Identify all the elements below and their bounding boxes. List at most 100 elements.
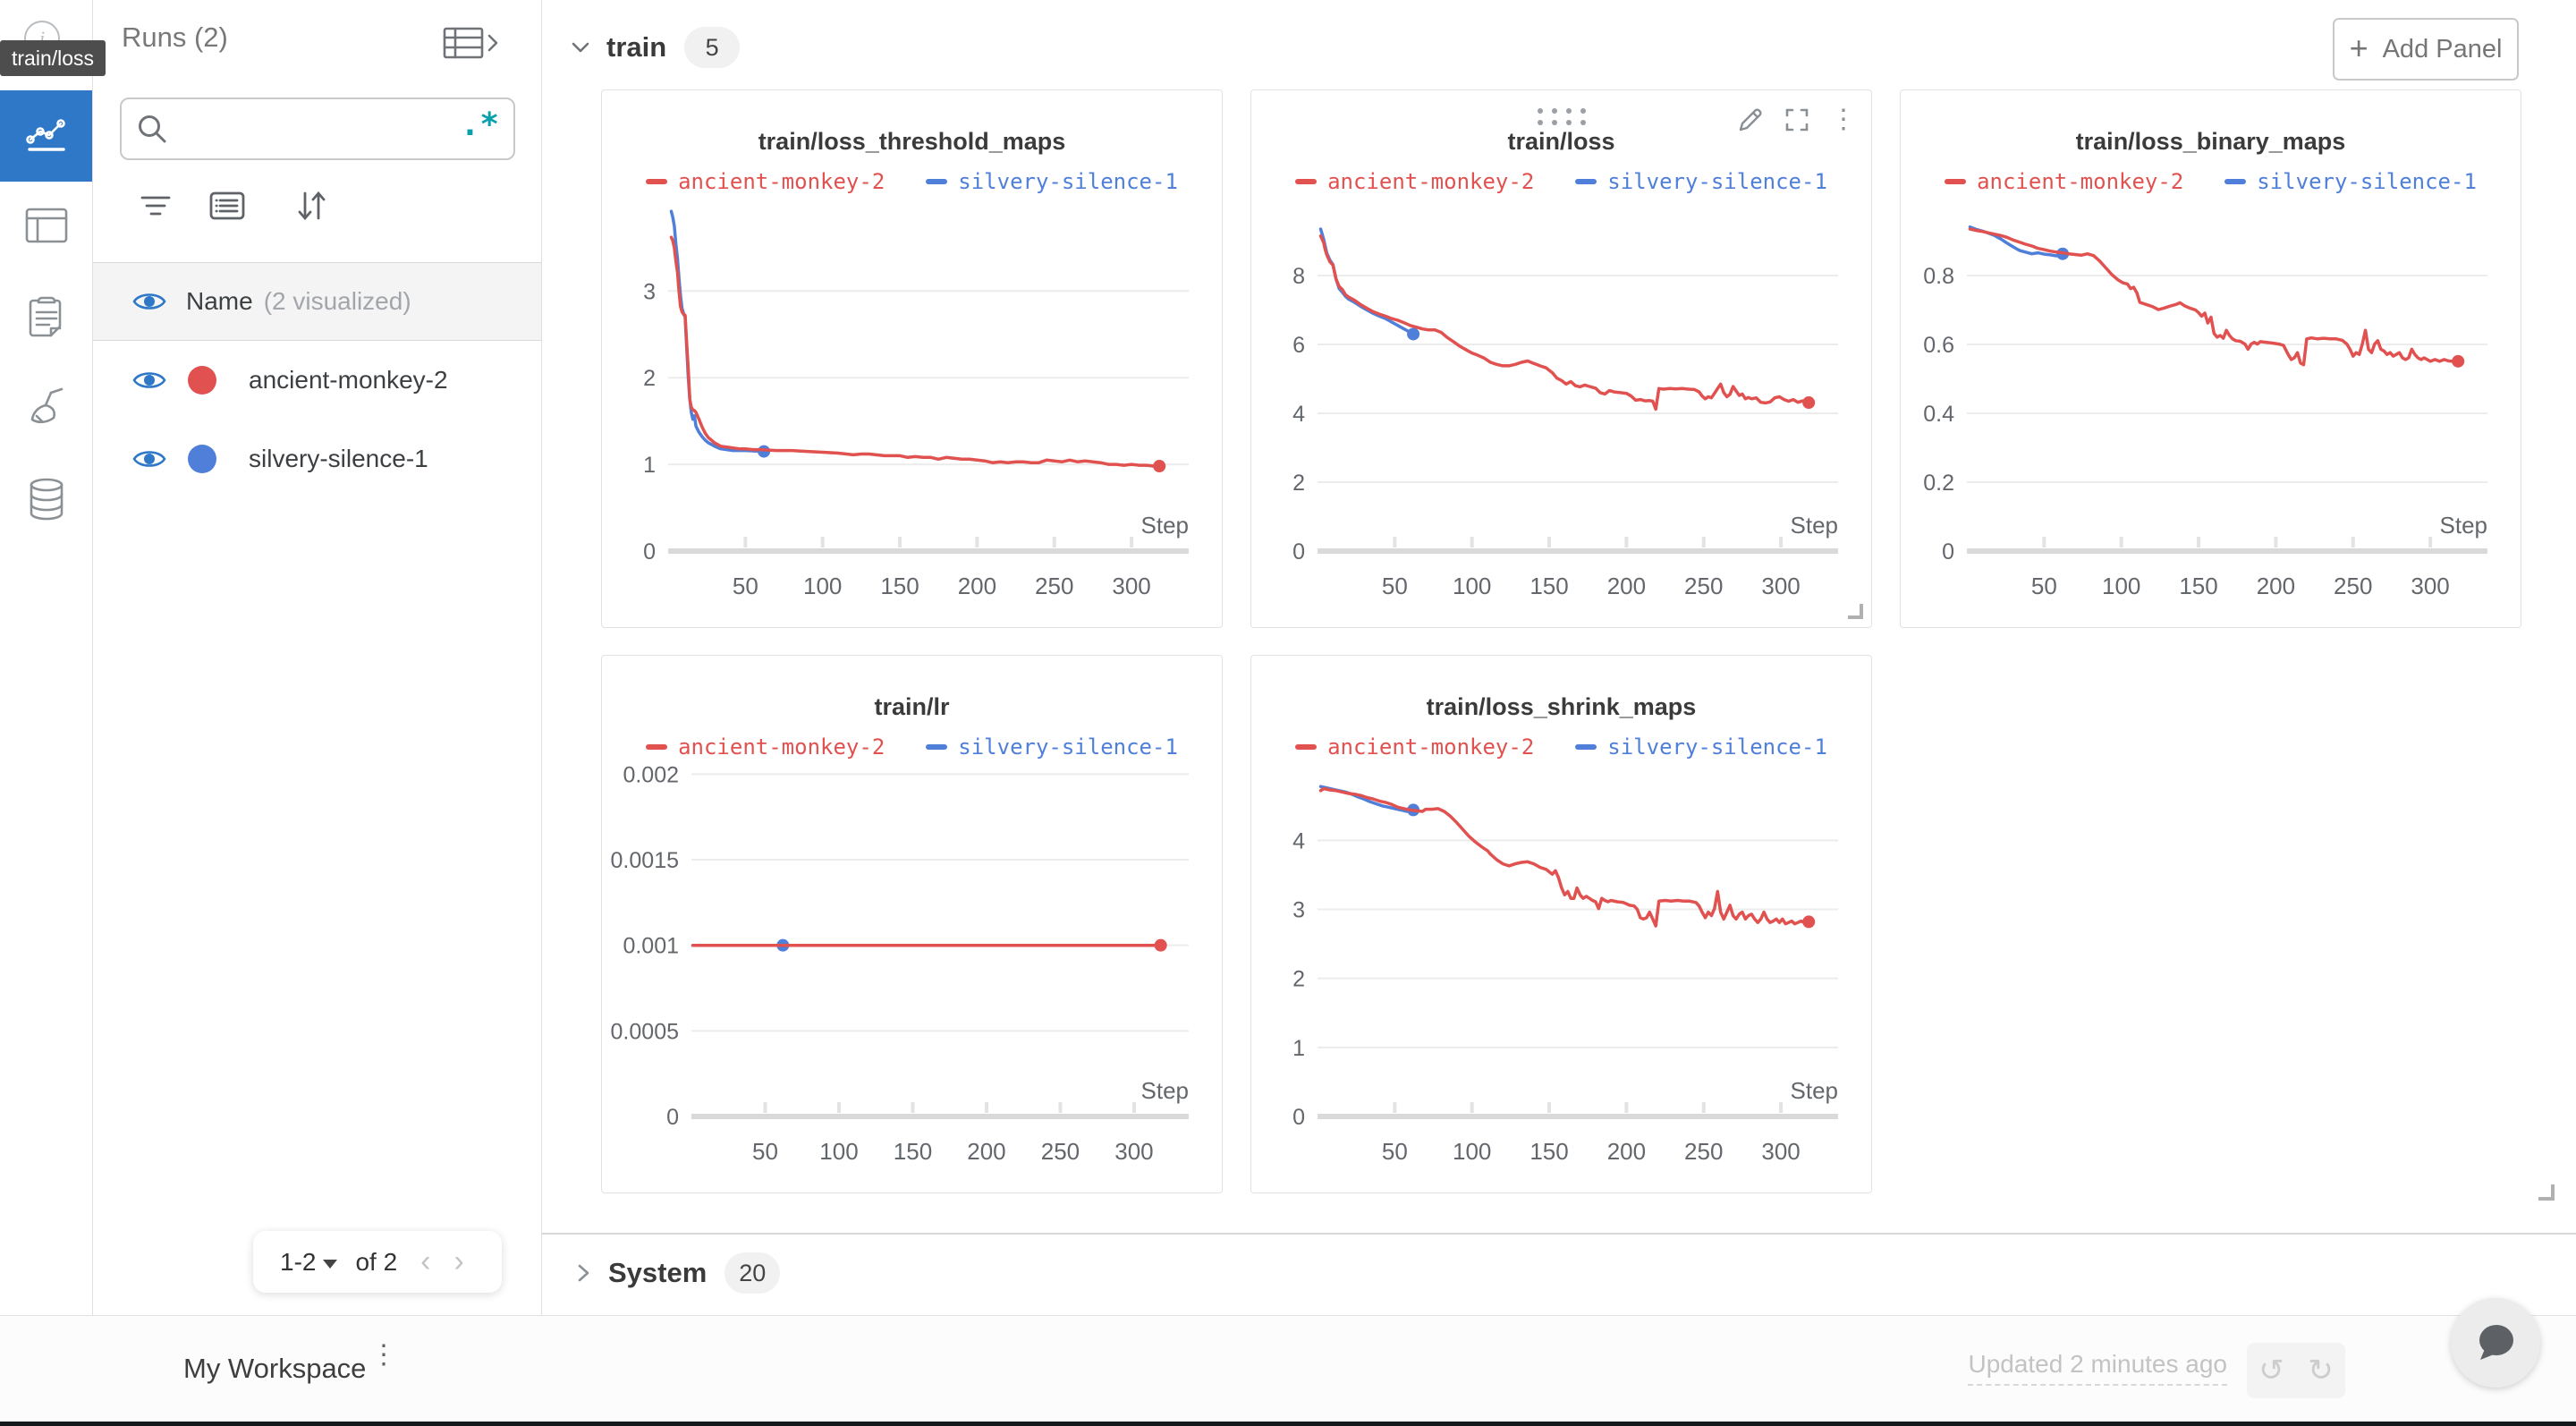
legend-item[interactable]: silvery-silence-1 (1575, 169, 1827, 194)
runs-pagination: 1-2 of 2 ‹ › (253, 1231, 502, 1293)
legend-item[interactable]: silvery-silence-1 (926, 169, 1178, 194)
metric-tooltip: train/loss (0, 40, 106, 76)
legend-item[interactable]: ancient-monkey-2 (646, 169, 885, 194)
sort-runs-button[interactable] (288, 182, 335, 229)
eye-icon[interactable] (132, 447, 166, 471)
chart-title: train/lr (874, 693, 950, 720)
sidebar-item-artifacts[interactable] (0, 455, 92, 547)
run-color-dot (188, 445, 216, 473)
svg-text:0.002: 0.002 (623, 762, 679, 787)
edit-panel-pencil-icon[interactable] (1737, 106, 1764, 133)
chart-panel[interactable]: 0 0.0005 0.001 0.0015 0.002 50 100 150 200 250 300… (601, 655, 1223, 1193)
legend-item[interactable]: silvery-silence-1 (2224, 169, 2477, 194)
legend-item[interactable]: ancient-monkey-2 (1295, 169, 1534, 194)
chart-plot[interactable]: 0 0.2 0.4 0.6 0.8 50 100 150 200 250 300 Step (1901, 90, 2521, 627)
help-chat-button[interactable] (2451, 1298, 2540, 1388)
panel-drag-handle-icon[interactable] (1537, 108, 1586, 125)
pagination-range[interactable]: 1-2 (280, 1247, 317, 1276)
legend-run-name: silvery-silence-1 (1607, 169, 1827, 194)
legend-item[interactable]: ancient-monkey-2 (646, 734, 885, 760)
run-row[interactable]: silvery-silence-1 (93, 420, 541, 498)
group-runs-button[interactable] (204, 182, 250, 229)
last-updated-label[interactable]: Updated 2 minutes ago (1968, 1350, 2227, 1386)
chart-legend: ancient-monkey-2 silvery-silence-1 (1901, 169, 2521, 194)
chart-panel[interactable]: 0 1 2 3 50 100 150 200 250 300 Step train/loss_thre… (601, 89, 1223, 628)
chart-plot[interactable]: 0 0.0005 0.001 0.0015 0.002 50 100 150 200 250 300… (602, 656, 1222, 1193)
svg-text:100: 100 (2102, 573, 2140, 599)
svg-text:Step: Step (1141, 1077, 1190, 1104)
regex-toggle-icon[interactable]: .* (460, 106, 499, 143)
legend-item[interactable]: silvery-silence-1 (926, 734, 1178, 760)
pagination-next-button[interactable]: › (453, 1244, 464, 1278)
legend-run-name: silvery-silence-1 (958, 734, 1178, 760)
legend-dash-icon (2224, 179, 2247, 184)
svg-text:0: 0 (643, 539, 656, 564)
legend-item[interactable]: ancient-monkey-2 (1295, 734, 1534, 760)
chevron-down-icon (572, 42, 589, 53)
run-search-input[interactable] (177, 103, 449, 153)
svg-text:100: 100 (1453, 1138, 1491, 1165)
svg-text:300: 300 (1761, 1138, 1800, 1165)
chart-plot[interactable]: 0 1 2 3 50 100 150 200 250 300 Step (602, 90, 1222, 627)
panel-menu-kebab-icon[interactable]: ⋮ (1830, 105, 1857, 134)
svg-text:250: 250 (2334, 573, 2372, 599)
run-name[interactable]: silvery-silence-1 (249, 445, 428, 472)
chart-legend: ancient-monkey-2 silvery-silence-1 (1251, 169, 1871, 194)
pagination-prev-button[interactable]: ‹ (420, 1244, 431, 1278)
svg-text:4: 4 (1292, 402, 1305, 427)
sidebar-item-table[interactable] (0, 182, 92, 273)
expand-runs-table-button[interactable] (439, 23, 502, 63)
legend-item[interactable]: silvery-silence-1 (1575, 734, 1827, 760)
legend-item[interactable]: ancient-monkey-2 (1945, 169, 2183, 194)
chart-panel[interactable]: 0 1 2 3 4 50 100 150 200 250 300 Step train/loss_shr… (1250, 655, 1872, 1193)
chart-plot[interactable]: 0 1 2 3 4 50 100 150 200 250 300 Step (1251, 656, 1871, 1193)
legend-run-name: ancient-monkey-2 (1327, 169, 1535, 194)
chart-legend: ancient-monkey-2 silvery-silence-1 (602, 734, 1222, 760)
legend-dash-icon (926, 744, 948, 750)
plus-icon: + (2349, 29, 2368, 66)
panel-resize-handle[interactable] (1848, 604, 1863, 619)
train-section-header[interactable]: train 5 (567, 27, 741, 68)
line-chart-icon (23, 111, 70, 162)
runs-list-header[interactable]: Name (2 visualized) (93, 262, 541, 341)
legend-run-name: ancient-monkey-2 (678, 734, 886, 760)
sidebar-item-sweeps[interactable] (0, 364, 92, 455)
svg-text:0: 0 (1292, 539, 1305, 564)
sidebar-item-workspace[interactable] (0, 90, 92, 182)
run-row[interactable]: ancient-monkey-2 (93, 341, 541, 420)
chart-panel[interactable]: 0 0.2 0.4 0.6 0.8 50 100 150 200 250 300 Step train/… (1900, 89, 2521, 628)
chart-panel[interactable]: 0 2 4 6 8 50 100 150 200 250 300 Step train/loss anci… (1250, 89, 1872, 628)
workspace-title[interactable]: My Workspace (183, 1353, 367, 1384)
runs-list: ancient-monkey-2 silvery-silence-1 (93, 341, 541, 498)
system-section-label: System (608, 1257, 708, 1288)
redo-button[interactable]: ↻ (2308, 1354, 2334, 1388)
legend-dash-icon (1945, 179, 1967, 184)
workspace-menu-kebab-icon[interactable]: ⋮ (370, 1340, 397, 1370)
svg-text:250: 250 (1041, 1138, 1080, 1165)
svg-text:Step: Step (1141, 512, 1190, 539)
undo-button[interactable]: ↺ (2258, 1354, 2284, 1388)
panel-actions: ⋮ (1737, 106, 1857, 133)
footer-bar: My Workspace ⋮ Updated 2 minutes ago ↺ ↻ (0, 1298, 2576, 1422)
clipboard-icon (26, 294, 67, 344)
filter-icon (140, 196, 171, 216)
list-settings-icon (209, 191, 245, 220)
chart-plot[interactable]: 0 2 4 6 8 50 100 150 200 250 300 Step (1251, 90, 1871, 627)
runs-panel-title: Runs (2) (122, 21, 228, 53)
add-panel-button[interactable]: + Add Panel (2333, 18, 2519, 81)
svg-text:50: 50 (1382, 573, 1408, 599)
svg-text:2: 2 (1292, 471, 1305, 496)
sidebar-item-logs[interactable] (0, 273, 92, 364)
run-name[interactable]: ancient-monkey-2 (249, 366, 448, 394)
search-icon (139, 115, 166, 143)
train-panel-count-badge: 5 (684, 27, 741, 68)
runs-visualized-label: (2 visualized) (263, 287, 411, 315)
eye-icon[interactable] (132, 369, 166, 392)
svg-text:250: 250 (1684, 1138, 1723, 1165)
svg-text:200: 200 (1607, 1138, 1646, 1165)
system-section-header[interactable]: System 20 (542, 1233, 2576, 1313)
fullscreen-icon[interactable] (1784, 106, 1810, 133)
filter-runs-button[interactable] (132, 182, 179, 229)
svg-text:0.6: 0.6 (1923, 333, 1954, 358)
section-resize-handle[interactable] (2538, 1184, 2555, 1201)
